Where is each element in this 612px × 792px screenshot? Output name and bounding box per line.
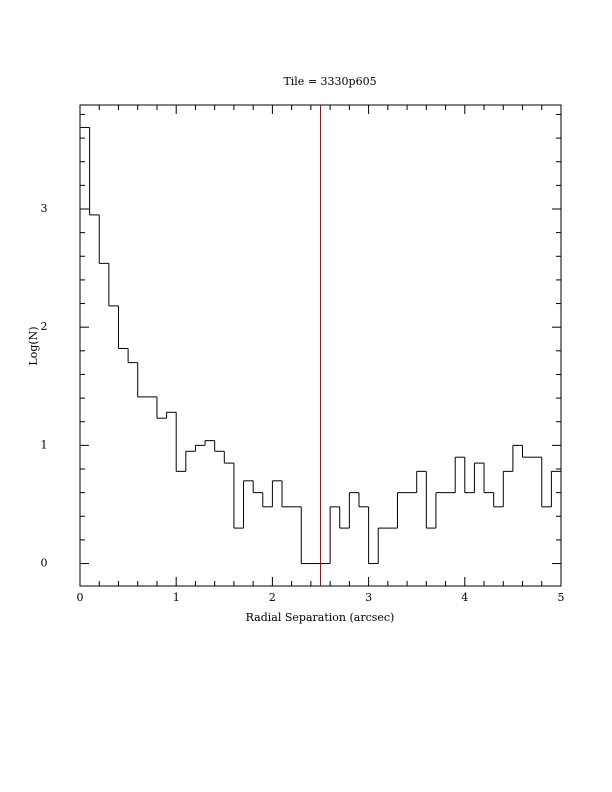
x-axis-label: Radial Separation (arcsec) [246,611,395,624]
chart-title: Tile = 3330p605 [283,75,376,88]
y-tick-label: 3 [41,202,48,215]
x-tick-label: 0 [77,591,84,604]
x-tick-label: 2 [269,591,276,604]
x-tick-label: 4 [461,591,468,604]
x-tick-label: 3 [365,591,372,604]
x-tick-label: 1 [173,591,180,604]
y-tick-label: 0 [41,557,48,570]
y-tick-label: 1 [41,438,48,451]
y-tick-label: 2 [41,320,48,333]
y-axis-label: Log(N) [27,326,40,365]
x-tick-label: 5 [558,591,565,604]
